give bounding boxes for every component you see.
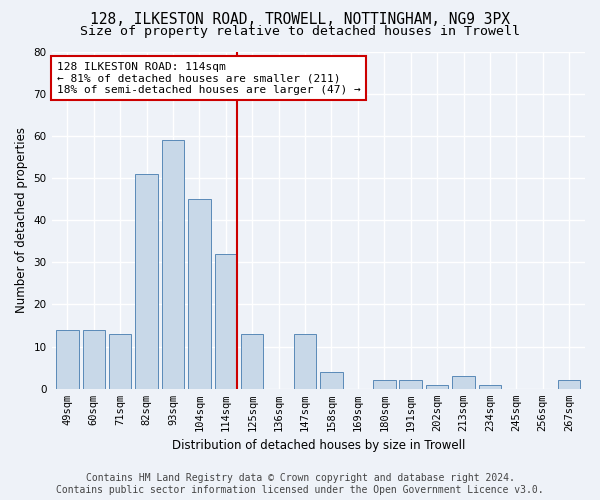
Text: Contains HM Land Registry data © Crown copyright and database right 2024.
Contai: Contains HM Land Registry data © Crown c… [56,474,544,495]
Bar [479,384,501,389]
Bar [109,334,131,389]
Bar [83,330,105,389]
Bar [215,254,237,389]
Bar [400,380,422,389]
Bar [373,380,395,389]
Bar [136,174,158,389]
Bar [241,334,263,389]
Text: 128, ILKESTON ROAD, TROWELL, NOTTINGHAM, NG9 3PX: 128, ILKESTON ROAD, TROWELL, NOTTINGHAM,… [90,12,510,28]
X-axis label: Distribution of detached houses by size in Trowell: Distribution of detached houses by size … [172,440,465,452]
Bar [56,330,79,389]
Text: Size of property relative to detached houses in Trowell: Size of property relative to detached ho… [80,25,520,38]
Bar [558,380,580,389]
Bar [426,384,448,389]
Y-axis label: Number of detached properties: Number of detached properties [15,127,28,313]
Bar [294,334,316,389]
Bar [320,372,343,389]
Bar [452,376,475,389]
Text: 128 ILKESTON ROAD: 114sqm
← 81% of detached houses are smaller (211)
18% of semi: 128 ILKESTON ROAD: 114sqm ← 81% of detac… [57,62,361,95]
Bar [188,199,211,389]
Bar [162,140,184,389]
